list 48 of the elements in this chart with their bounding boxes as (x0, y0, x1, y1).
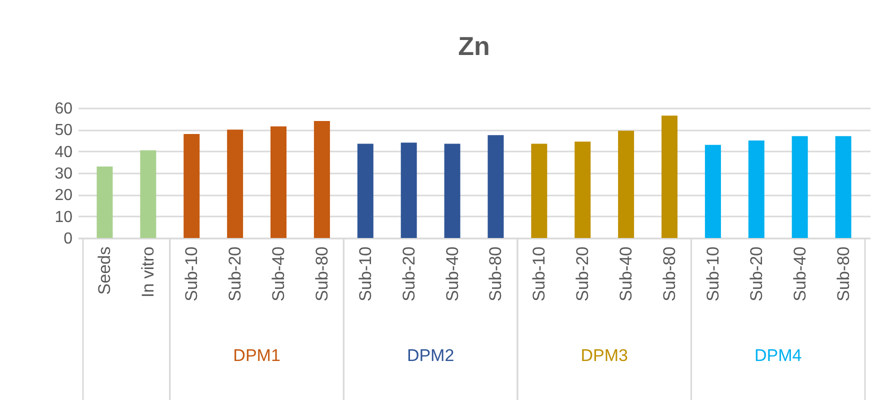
x-tick-label: Sub-20 (226, 246, 245, 302)
bar (704, 144, 721, 238)
bar (140, 150, 156, 238)
bar (270, 126, 286, 238)
text: DPM1 (233, 346, 280, 365)
x-tick-label: Sub-10 (182, 246, 202, 302)
x-tick-label: Sub-20 (573, 246, 592, 302)
y-tick-label: 30 (54, 166, 73, 182)
bar (835, 136, 852, 238)
x-tick-label: Sub-40 (442, 246, 462, 302)
x-tick-label: Sub-10 (703, 246, 722, 302)
bar (314, 121, 330, 238)
x-tick-label: Sub-40 (790, 246, 810, 302)
y-tick-label: 60 (54, 100, 73, 118)
y-tick-label: 20 (54, 187, 73, 204)
text: DPM3 (580, 346, 628, 365)
bar (488, 135, 504, 238)
y-tick-label: 40 (54, 144, 73, 161)
bar (357, 144, 374, 238)
bar (400, 142, 417, 238)
x-tick-label: Sub-10 (356, 246, 375, 302)
y-tick-label: 0 (64, 230, 73, 248)
x-tick-label: Sub-80 (486, 246, 506, 302)
y-tick-label: 10 (54, 208, 73, 226)
x-tick-label: Sub-20 (746, 246, 766, 302)
x-tick-label: Sub-80 (660, 246, 679, 302)
text: DPM4 (754, 346, 802, 365)
x-tick-label: Sub-40 (616, 246, 636, 302)
bar (96, 166, 113, 238)
x-tick-label: Sub-40 (269, 246, 288, 302)
x-tick-label: Sub-10 (530, 246, 549, 302)
bar (574, 142, 591, 238)
text: DPM2 (406, 346, 454, 365)
bar (748, 140, 764, 238)
y-tick-label: 50 (54, 122, 73, 140)
bar (227, 130, 244, 238)
x-tick-label: In vitro (138, 246, 158, 298)
chart-title: Zn (458, 31, 490, 61)
bar (444, 144, 460, 238)
x-tick-label: Sub-80 (312, 246, 332, 302)
x-tick-label: Sub-80 (834, 246, 853, 302)
bar (618, 130, 634, 238)
bar (184, 134, 200, 238)
x-tick-label: Sub-20 (399, 246, 418, 302)
x-tick-label: Seeds (95, 246, 114, 295)
bar (531, 144, 548, 238)
bar (662, 116, 678, 238)
bar (792, 136, 808, 238)
